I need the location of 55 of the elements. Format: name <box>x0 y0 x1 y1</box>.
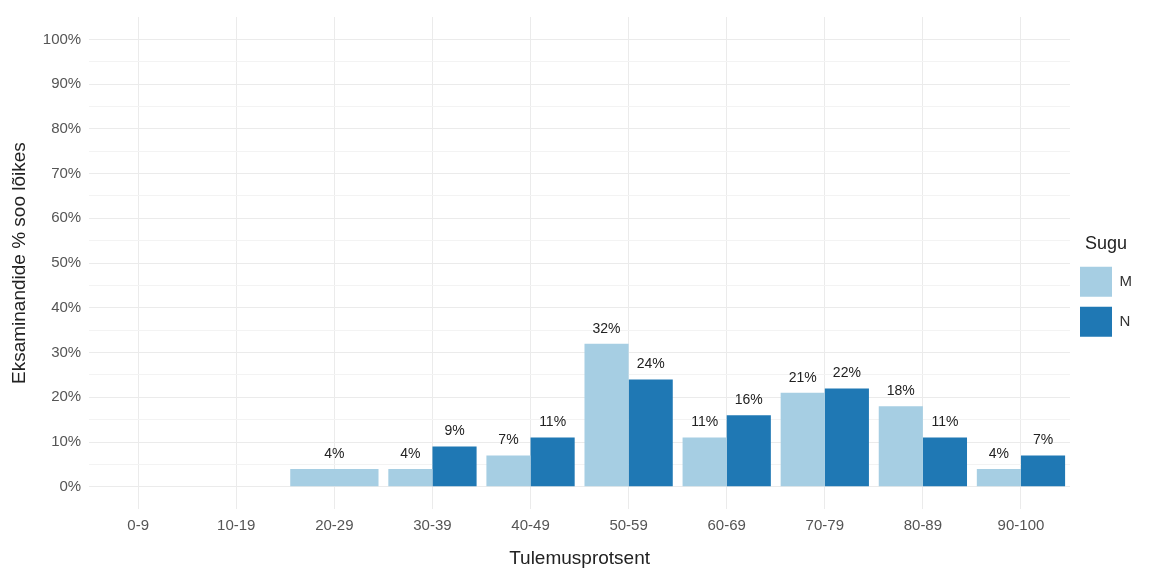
y-tick-label: 10% <box>51 432 82 450</box>
bar <box>584 343 629 487</box>
x-tick-label: 60-69 <box>707 516 746 534</box>
bar <box>878 406 923 487</box>
y-tick-label: 0% <box>59 476 82 494</box>
bar <box>976 468 1021 487</box>
x-tick-label: 0-9 <box>127 516 150 534</box>
y-tick-label: 50% <box>51 253 82 271</box>
y-tick-label: 20% <box>51 387 82 405</box>
data-label: 32% <box>592 319 621 336</box>
x-tick-label: 90-100 <box>997 516 1045 534</box>
data-label: 9% <box>444 422 465 439</box>
x-tick-label: 20-29 <box>315 516 354 534</box>
bar <box>1020 455 1066 487</box>
data-label: 4% <box>324 444 345 461</box>
data-label: 7% <box>498 431 519 448</box>
data-label: 11% <box>931 413 959 430</box>
x-tick-label: 70-79 <box>805 516 844 534</box>
y-tick-label: 90% <box>51 74 82 92</box>
bar <box>628 379 673 487</box>
data-label: 7% <box>1032 431 1054 448</box>
y-tick-label: 40% <box>51 297 82 315</box>
bar <box>922 437 968 487</box>
bar <box>432 446 477 487</box>
y-tick-label: 80% <box>51 119 82 136</box>
y-axis-title: Eksaminandide % soo lõikes <box>7 142 29 385</box>
x-axis-title: Tulemusprotsent <box>509 546 651 568</box>
x-tick-label: 10-19 <box>217 516 256 534</box>
y-tick-label: 100% <box>42 29 82 47</box>
data-label: 24% <box>636 355 665 372</box>
legend-title: Sugu <box>1084 233 1128 254</box>
data-label: 4% <box>400 444 421 461</box>
y-tick-label: 60% <box>51 208 82 226</box>
bar <box>780 392 825 487</box>
bar <box>726 415 771 487</box>
bar <box>824 388 869 487</box>
data-label: 18% <box>886 382 915 399</box>
bar <box>682 437 727 487</box>
legend-label: M <box>1119 271 1132 289</box>
y-tick-label: 70% <box>51 163 82 181</box>
x-tick-label: 40-49 <box>511 516 550 534</box>
data-label: 21% <box>788 368 817 385</box>
data-label: 4% <box>988 444 1010 461</box>
legend-label: N <box>1119 311 1131 329</box>
x-tick-label: 50-59 <box>609 516 648 534</box>
data-label: 11% <box>539 413 567 430</box>
x-tick-label: 30-39 <box>413 516 452 534</box>
bar <box>486 455 531 487</box>
data-label: 16% <box>734 391 763 408</box>
data-label: 11% <box>691 413 719 430</box>
x-tick-label: 80-89 <box>903 516 943 534</box>
bar <box>388 468 433 487</box>
y-tick-label: 30% <box>51 342 82 360</box>
bar <box>530 437 575 487</box>
data-label: 22% <box>832 364 861 381</box>
